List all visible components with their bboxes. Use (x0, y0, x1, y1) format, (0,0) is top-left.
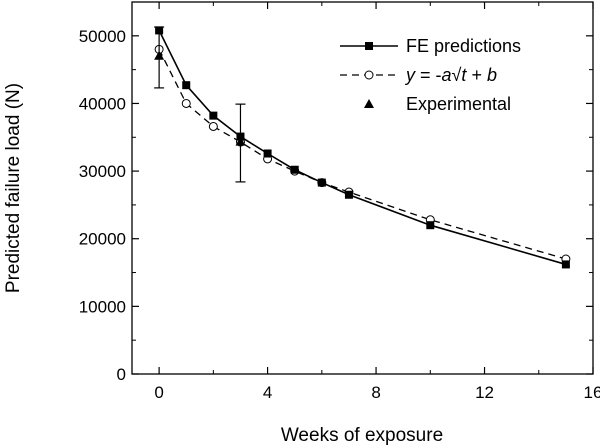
y-tick-label: 20000 (79, 230, 126, 249)
legend: FE predictions y = -a√t + b Experimental (340, 36, 521, 114)
fe-point (317, 178, 326, 187)
fe-point (426, 221, 435, 230)
y-tick-label: 30000 (79, 162, 126, 181)
legend-exp-marker (364, 99, 374, 108)
y-tick-label: 10000 (79, 297, 126, 316)
axes: 0 4 8 12 16 0 10000 20000 30000 40000 50000 (79, 2, 600, 402)
legend-fe-label: FE predictions (406, 36, 521, 56)
x-axis-label: Weeks of exposure (281, 425, 443, 446)
fe-point (182, 81, 191, 90)
x-tick-label: 0 (154, 383, 163, 402)
x-tick-label: 16 (584, 383, 600, 402)
fit-series-line (158, 49, 567, 260)
x-tick-label: 8 (371, 383, 380, 402)
fit-point (208, 121, 218, 131)
x-tick-label: 12 (475, 383, 494, 402)
legend-fit-label: y = -a√t + b (404, 65, 497, 85)
x-tick-label: 4 (263, 383, 272, 402)
y-axis-label: Predicted failure load (N) (3, 83, 24, 293)
legend-fit-marker (364, 70, 374, 80)
fe-point (290, 165, 299, 174)
experimental-point (235, 136, 246, 146)
experimental-point (154, 50, 165, 60)
legend-exp-label: Experimental (406, 94, 511, 114)
fe-point (209, 111, 218, 120)
fe-series-line (158, 30, 567, 266)
fit-point (181, 98, 191, 108)
fe-point (344, 190, 353, 199)
plot-frame (131, 1, 594, 375)
legend-fe-marker (365, 42, 373, 50)
y-tick-label: 0 (117, 365, 126, 384)
y-tick-label: 50000 (79, 27, 126, 46)
fe-point (561, 260, 570, 269)
plot-content (154, 26, 571, 269)
fe-point (263, 149, 272, 158)
y-tick-label: 40000 (79, 94, 126, 113)
